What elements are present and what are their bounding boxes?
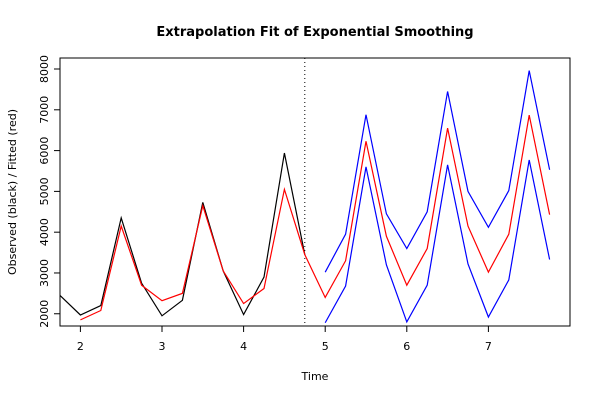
series-line [324,70,551,273]
x-tick-label: 5 [322,340,329,353]
y-tick-label: 3000 [38,259,51,287]
y-tick-label: 2000 [38,300,51,328]
plot-frame [59,57,571,327]
plot-area [60,58,551,326]
x-axis-label: Time [301,370,329,383]
x-tick-label: 7 [485,340,492,353]
y-tick-label: 6000 [38,137,51,165]
series-line [80,114,551,321]
x-tick-label: 4 [240,340,247,353]
series-line [324,159,551,324]
y-tick-label: 7000 [38,96,51,124]
series-line [60,152,306,317]
x-tick-label: 3 [159,340,166,353]
y-tick-label: 4000 [38,218,51,246]
x-tick-label: 2 [77,340,84,353]
chart-title: Extrapolation Fit of Exponential Smoothi… [156,25,473,40]
y-tick-label: 8000 [38,55,51,83]
x-tick-label: 6 [403,340,410,353]
y-axis-label: Observed (black) / Fitted (red) [6,109,19,275]
y-tick-label: 5000 [38,177,51,205]
